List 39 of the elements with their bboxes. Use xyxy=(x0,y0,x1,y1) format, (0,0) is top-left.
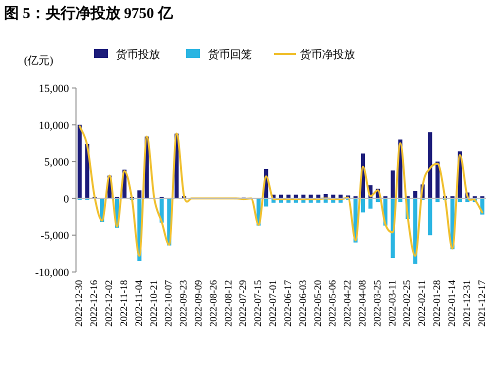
chart-title: 图 5：央行净投放 9750 亿 xyxy=(4,5,174,22)
x-tick-label: 2022-08-26 xyxy=(208,280,220,327)
x-tick-label: 2022-06-17 xyxy=(282,280,294,327)
legend-label: 货币投放 xyxy=(116,48,160,61)
x-tick-label: 2022-12-02 xyxy=(104,280,116,327)
x-tick-label: 2022-11-04 xyxy=(134,280,145,326)
x-tick-label: 2022-05-20 xyxy=(312,280,324,327)
x-tick-label: 2022-10-07 xyxy=(164,280,175,327)
x-tick-label: 2022-02-11 xyxy=(417,280,428,326)
x-tick-label: 2022-07-01 xyxy=(268,280,280,327)
y-tick-label: 10,000 xyxy=(38,120,70,132)
legend-label: 货币净投放 xyxy=(300,48,355,61)
y-tick-label: 0 xyxy=(64,193,70,206)
x-tick-label: 2022-02-25 xyxy=(402,280,414,327)
y-tick-label: 15,000 xyxy=(38,83,70,95)
x-tick-label: 2022-03-25 xyxy=(372,280,384,327)
x-tick-label: 2022-10-21 xyxy=(148,280,160,327)
x-tick-label: 2022-09-23 xyxy=(178,280,190,327)
x-tick-label: 2022-06-03 xyxy=(298,280,309,327)
x-tick-label: 2022-12-16 xyxy=(89,280,100,327)
y-axis-title: (亿元) xyxy=(24,55,54,67)
x-tick-label: 2022-12-30 xyxy=(74,280,86,327)
y-tick-label: -5,000 xyxy=(40,230,70,242)
y-tick-label: -10,000 xyxy=(35,267,70,279)
x-tick-label: 2022-07-29 xyxy=(238,280,250,327)
x-tick-label: 2022-09-09 xyxy=(194,280,204,327)
y-tick-label: 5,000 xyxy=(44,156,70,169)
x-tick-label: 2021-12-17 xyxy=(476,280,488,327)
x-tick-label: 2022-04-22 xyxy=(342,280,354,327)
x-tick-label: 2022-04-08 xyxy=(358,280,368,327)
x-tick-label: 2022-11-18 xyxy=(118,280,130,326)
x-tick-label: 2022-07-15 xyxy=(253,280,264,327)
x-tick-label: 2022-08-12 xyxy=(223,280,234,327)
x-tick-label: 2022-01-14 xyxy=(446,280,458,327)
legend-label: 货币回笼 xyxy=(208,48,252,61)
x-tick-label: 2022-05-06 xyxy=(328,280,339,327)
x-tick-label: 2022-01-28 xyxy=(432,280,444,327)
x-tick-label: 2021-12-31 xyxy=(462,280,473,327)
x-tick-label: 2022-03-11 xyxy=(387,280,398,326)
